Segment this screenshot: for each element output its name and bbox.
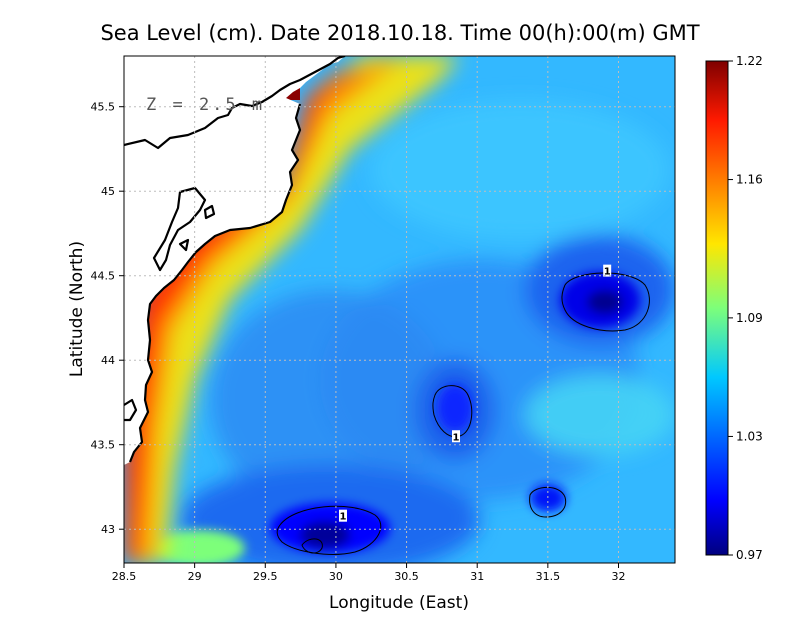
y-tick-label: 43.5: [91, 439, 116, 452]
plot-frame: [123, 55, 676, 564]
contour-labels: 1 1 1: [338, 264, 612, 523]
x-tick-label: 31.5: [536, 570, 561, 583]
x-tick-label: 29.5: [253, 570, 278, 583]
coastline: [124, 56, 346, 463]
contour-label: 1: [340, 512, 347, 523]
colorbar-tick-label: 1.03: [736, 429, 763, 443]
colorbar-tick-label: 1.09: [736, 311, 763, 325]
y-tick-label: 45.5: [91, 101, 116, 114]
depth-label: Z = 2.5 m: [146, 95, 265, 115]
colorbar-scale: [705, 60, 729, 556]
colorbar-tick-label: 1.16: [736, 173, 763, 187]
y-tick-label: 44.5: [91, 270, 116, 283]
x-tick-label: 28.5: [112, 570, 137, 583]
contour-lines: [276, 272, 650, 555]
x-axis-label: Longitude (East): [329, 593, 469, 613]
x-axis: 28.5 29 29.5 30 30.5 31 31.5 32: [112, 563, 625, 583]
y-tick-label: 45: [101, 185, 115, 198]
colorbar-tick-label: 0.97: [736, 548, 763, 562]
sea-level-field: [124, 56, 675, 563]
colorbar-tick-label: 1.22: [736, 54, 763, 68]
y-axis-label: Latitude (North): [67, 241, 87, 377]
x-tick-label: 30.5: [394, 570, 419, 583]
y-axis: 43 43.5 44 44.5 45 45.5: [91, 101, 124, 536]
contour-label-box: [338, 509, 347, 522]
plot-area: 1 1 1 Z = 2.5 m: [124, 56, 675, 563]
x-tick-label: 31: [470, 570, 484, 583]
contour-label-box: [452, 430, 461, 443]
contour-label: 1: [604, 267, 611, 278]
x-tick-label: 30: [329, 570, 343, 583]
x-tick-label: 32: [611, 570, 625, 583]
land-mask: [124, 56, 345, 465]
colorbar-ticks: 1.22 1.16 1.09 1.03 0.97: [728, 54, 763, 562]
contour-label: 1: [453, 432, 460, 443]
y-tick-label: 44: [101, 354, 115, 367]
y-tick-label: 43: [101, 523, 115, 536]
map-title: Sea Level (cm). Date 2018.10.18. Time 00…: [100, 21, 699, 45]
contour-label-box: [603, 264, 612, 277]
grid-lines: [124, 56, 675, 563]
colorbar: 1.22 1.16 1.09 1.03 0.97: [705, 54, 763, 562]
x-tick-label: 29: [188, 570, 202, 583]
